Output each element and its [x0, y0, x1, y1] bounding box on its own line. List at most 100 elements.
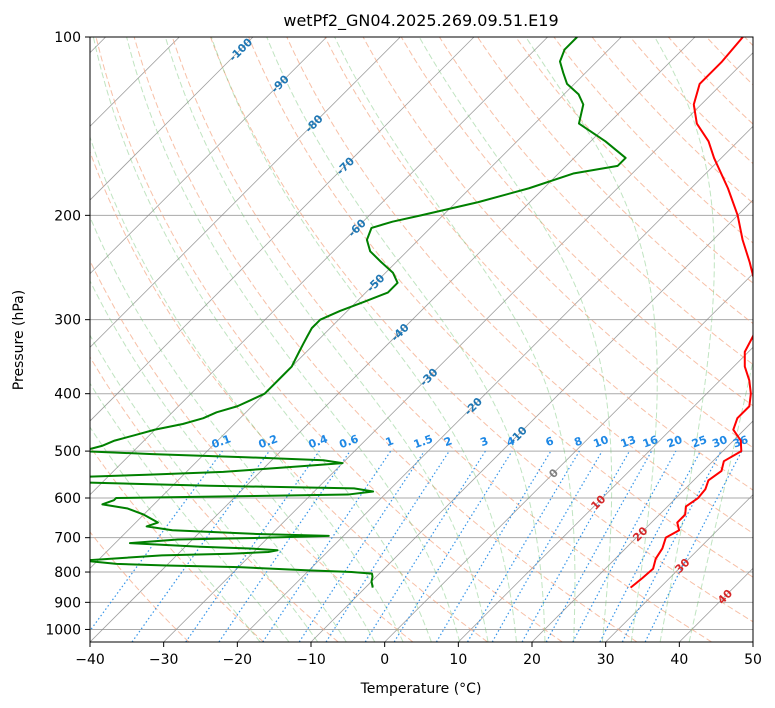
mixing-ratio-label: 20	[665, 433, 684, 451]
dry-adiabat	[90, 356, 339, 642]
y-tick-label: 400	[54, 387, 81, 403]
moist-adiabat	[210, 37, 517, 642]
mixing-ratio-label: 1.5	[412, 432, 435, 451]
mixing-ratio-label: 0.4	[307, 432, 330, 451]
moist-adiabat	[654, 37, 715, 642]
sounding-profiles	[90, 37, 753, 589]
moist-adiabat	[126, 37, 461, 642]
x-tick-label: −10	[296, 652, 326, 668]
isotherm-line	[90, 37, 327, 275]
isotherm-line	[458, 346, 753, 642]
mixing-ratio-line	[218, 450, 351, 642]
mixing-ratio-labels: 0.1 0.2 0.4 0.6 1 1.5 2 3 4 6 8 10 13 16 20 25 30 36	[210, 432, 750, 451]
y-tick-label: 800	[54, 565, 81, 581]
dry-adiabat	[286, 37, 753, 534]
plot-frame	[89, 36, 754, 643]
temperature-profile	[629, 37, 753, 589]
mixing-ratio-label: 10	[592, 433, 611, 451]
y-tick-label: 700	[54, 531, 81, 547]
moist-adiabat	[164, 37, 489, 642]
mixing-ratio-line	[262, 450, 392, 642]
mixing-ratio-label: 13	[619, 433, 638, 450]
chart-title: wetPf2_GN04.2025.269.09.51.E19	[283, 11, 558, 31]
x-tick-label: 0	[380, 652, 389, 668]
isotherm-line	[384, 273, 753, 642]
y-tick-label: 600	[54, 491, 81, 507]
mixing-ratio-line	[325, 450, 450, 642]
isotherm-lines	[90, 37, 753, 642]
mixing-ratio-label: 0.1	[210, 432, 233, 451]
mixing-ratio-label: 2	[442, 434, 454, 449]
isotherm-line	[163, 52, 753, 642]
dewpoint-profile	[90, 37, 627, 588]
isotherm-line	[237, 125, 753, 642]
moist-adiabat	[266, 37, 546, 642]
x-tick-label: −40	[75, 652, 105, 668]
dry-adiabat	[400, 37, 753, 407]
mixing-ratio-line	[644, 450, 743, 642]
pressure-gridlines	[90, 37, 753, 630]
moist-adiabat	[688, 358, 753, 642]
dry-adiabat	[362, 37, 753, 449]
isotherm-line	[90, 37, 475, 422]
y-tick-label: 500	[54, 444, 81, 460]
x-axis-label: Temperature (°C)	[360, 681, 482, 697]
dry-adiabat	[248, 37, 753, 578]
moist-adiabat	[525, 37, 658, 642]
dry-adiabat	[133, 37, 638, 642]
dry-adiabat	[90, 531, 190, 642]
moist-adiabat	[90, 426, 261, 642]
isotherm-line	[90, 37, 696, 642]
moist-adiabat	[418, 37, 613, 642]
moist-adiabat	[90, 334, 319, 642]
isotherm-line	[531, 420, 753, 642]
y-tick-label: 1000	[45, 622, 81, 638]
mixing-ratio-label: 0.6	[338, 432, 361, 451]
moist-adiabat	[334, 37, 576, 642]
dry-adiabat	[210, 37, 753, 623]
y-axis: 100 200 300 400 500 600 700 800 900 1000	[45, 30, 90, 638]
moist-adiabat	[92, 37, 432, 642]
isotherm-line	[605, 494, 753, 642]
y-tick-label: 300	[54, 313, 81, 329]
mixing-ratio-label: 3	[478, 434, 490, 449]
mixing-ratio-line	[131, 450, 270, 642]
isotherm-line	[90, 37, 548, 496]
mixing-ratio-line	[393, 450, 513, 642]
x-axis: −40 −30 −20 −10 0 10 20 30 40 50	[75, 642, 762, 668]
y-axis-label: Pressure (hPa)	[11, 290, 27, 390]
isotherm-line	[90, 37, 254, 201]
y-tick-label: 900	[54, 595, 81, 611]
dry-adiabat	[324, 37, 753, 491]
mixing-ratio-label: 30	[710, 433, 729, 451]
mixing-ratio-label: 6	[544, 434, 556, 449]
mixing-ratio-line	[185, 450, 320, 642]
mixing-ratio-line	[572, 450, 677, 642]
isotherm-line	[90, 37, 622, 569]
x-tick-label: 40	[670, 652, 688, 668]
mixing-ratio-line	[298, 450, 425, 642]
dry-adiabat-lines	[90, 37, 753, 642]
dry-adiabat	[90, 259, 414, 642]
y-tick-label: 200	[54, 208, 81, 224]
mixing-ratio-label: 1	[384, 434, 396, 449]
mixing-ratio-label: 25	[690, 433, 709, 450]
isotherm-line	[90, 37, 401, 348]
x-tick-label: 50	[744, 652, 762, 668]
dry-adiabat	[95, 37, 563, 642]
moist-adiabat	[90, 382, 290, 642]
x-tick-label: 30	[597, 652, 615, 668]
x-tick-label: −20	[223, 652, 253, 668]
mixing-ratio-label: 16	[641, 433, 660, 451]
mixing-ratio-label: 4	[505, 434, 517, 449]
dry-adiabat	[439, 37, 753, 366]
x-tick-label: 20	[523, 652, 541, 668]
mixing-ratio-line	[521, 450, 631, 642]
mixing-ratio-line	[545, 450, 653, 642]
y-tick-label: 100	[54, 30, 81, 46]
mixing-ratio-label: 8	[572, 434, 584, 449]
plot-area: -100-90-80-70-60-50-40-30-20-10010203040…	[90, 37, 753, 642]
mixing-ratio-label: 0.2	[257, 432, 280, 451]
